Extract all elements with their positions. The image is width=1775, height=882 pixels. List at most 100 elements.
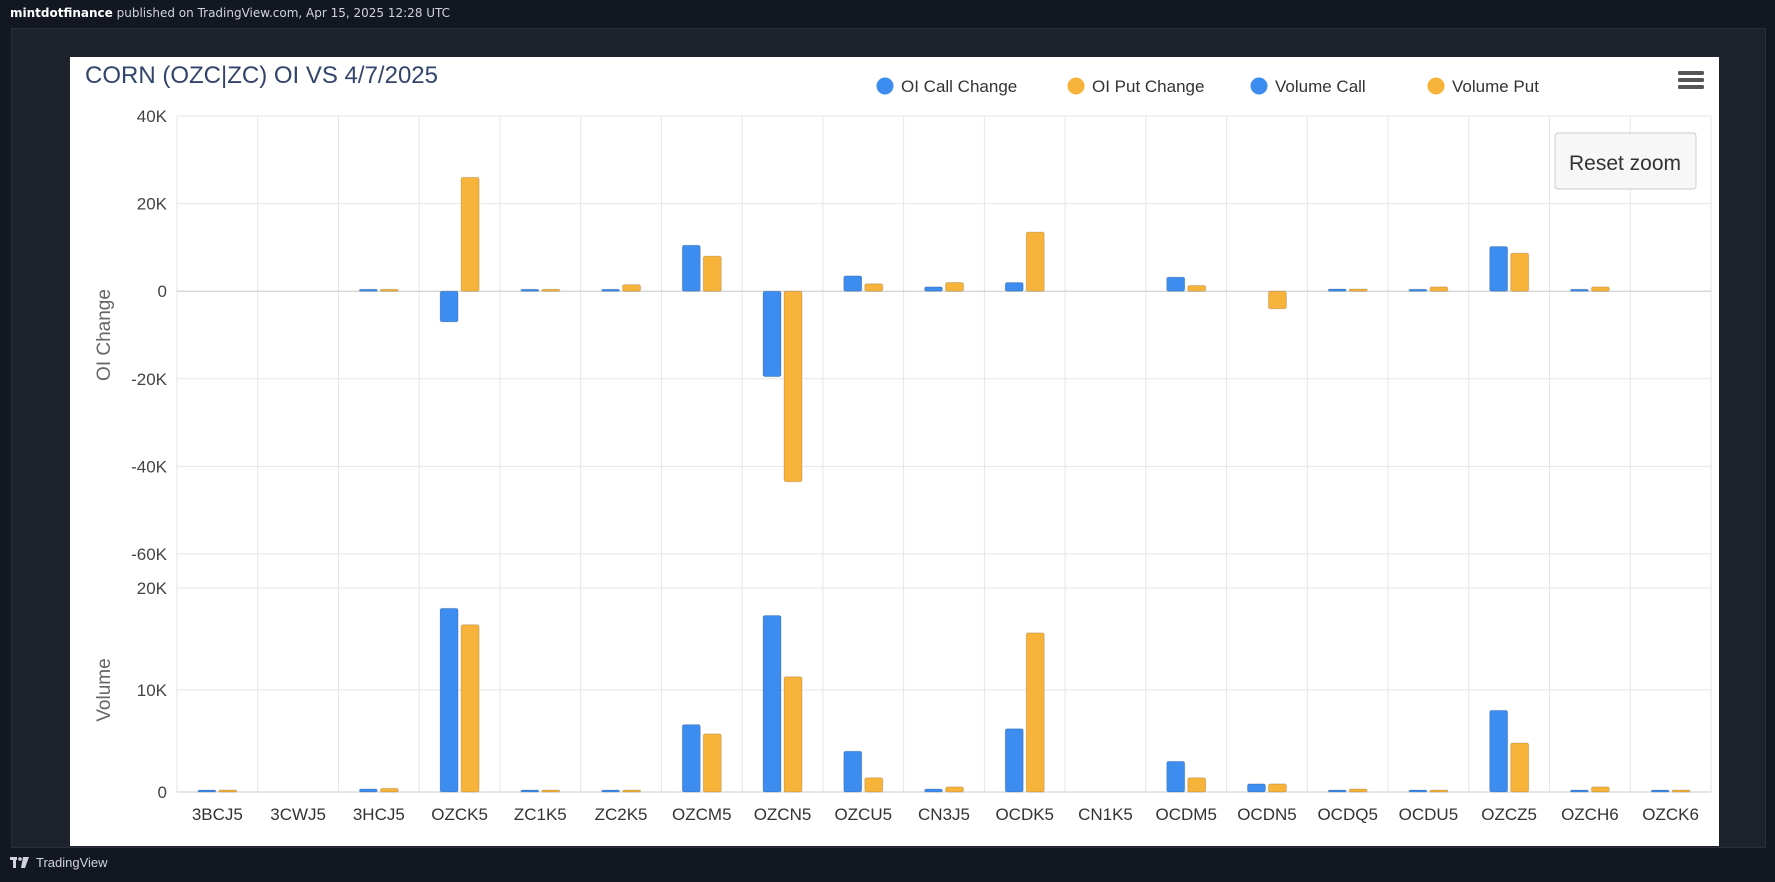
bar-oi-put-change[interactable] (1267, 290, 1287, 310)
y-tick-label: -20K (131, 370, 168, 389)
bar-oi-call-change[interactable] (762, 290, 782, 378)
bar-oi-put-change[interactable] (945, 281, 964, 292)
bar-oi-put-change[interactable] (1510, 252, 1530, 292)
bar-oi-call-change[interactable] (439, 290, 459, 323)
bar-volume-call[interactable] (601, 789, 621, 793)
bar-volume-call[interactable] (843, 750, 863, 793)
bar-volume-put[interactable] (460, 624, 480, 793)
bar-volume-put[interactable] (541, 789, 561, 793)
bar-volume-put[interactable] (783, 676, 803, 793)
bar-oi-put-change[interactable] (460, 176, 480, 292)
bar-volume-put[interactable] (702, 733, 722, 793)
bar-oi-put-change[interactable] (1348, 288, 1368, 292)
legend-label: Volume Put (1452, 77, 1539, 96)
bar-volume-call[interactable] (1408, 789, 1428, 793)
legend-item-volume-call[interactable]: Volume Call (1250, 77, 1366, 96)
bar-volume-put[interactable] (1025, 632, 1045, 793)
bar-volume-call[interactable] (439, 607, 459, 793)
menu-icon-bar-top (1678, 71, 1704, 75)
bar-volume-call[interactable] (1327, 789, 1347, 793)
menu-button[interactable] (1678, 71, 1704, 89)
x-tick-label: OZCK5 (431, 805, 488, 824)
bar-oi-put-change[interactable] (1187, 285, 1207, 292)
legend-marker (1067, 77, 1085, 95)
menu-icon-bar-bottom (1678, 85, 1704, 89)
y-tick-label: -40K (131, 457, 168, 476)
y-tick-label: 0 (158, 783, 167, 802)
x-tick-label: OCDM5 (1156, 805, 1217, 824)
bar-volume-put[interactable] (1187, 777, 1207, 793)
bar-volume-call[interactable] (1489, 709, 1509, 793)
tradingview-logo-icon[interactable] (10, 856, 30, 869)
bar-oi-call-change[interactable] (1166, 276, 1186, 292)
bar-volume-call[interactable] (1650, 789, 1670, 793)
bar-oi-put-change[interactable] (1429, 286, 1449, 292)
reset-zoom-button-bg (1554, 132, 1697, 190)
y-tick-label: 20K (137, 579, 168, 598)
bar-layer (197, 176, 1691, 793)
grid-layer (176, 115, 1712, 793)
bar-volume-call[interactable] (1569, 789, 1589, 793)
bar-oi-call-change[interactable] (1489, 246, 1509, 292)
bar-oi-call-change[interactable] (1408, 288, 1428, 292)
tradingview-brand[interactable]: TradingView (36, 855, 108, 870)
y-tick-label: -60K (131, 545, 168, 564)
bar-oi-call-change[interactable] (1569, 288, 1589, 292)
bar-oi-put-change[interactable] (622, 284, 642, 292)
bar-volume-call[interactable] (924, 788, 943, 793)
bar-oi-put-change[interactable] (1025, 231, 1045, 292)
legend-marker (1250, 77, 1268, 95)
bar-oi-put-change[interactable] (702, 255, 722, 292)
bar-volume-call[interactable] (358, 788, 378, 793)
bar-volume-put[interactable] (1510, 742, 1530, 793)
bar-volume-put[interactable] (864, 777, 884, 793)
bar-volume-put[interactable] (1348, 788, 1368, 793)
bar-volume-put[interactable] (945, 786, 964, 793)
publisher-name[interactable]: mintdotfinance (10, 6, 113, 20)
bar-volume-put[interactable] (379, 787, 399, 793)
tradingview-footer: TradingView (10, 855, 108, 870)
bar-oi-call-change[interactable] (1004, 281, 1024, 292)
bar-volume-put[interactable] (1671, 789, 1691, 793)
x-tick-label: CN3J5 (918, 805, 970, 824)
bar-volume-call[interactable] (520, 789, 540, 793)
legend-item-volume-put[interactable]: Volume Put (1427, 77, 1540, 96)
reset-zoom-label: Reset zoom (1569, 152, 1681, 175)
bar-volume-put[interactable] (1590, 786, 1610, 793)
bar-oi-call-change[interactable] (681, 244, 701, 292)
bar-volume-call[interactable] (1246, 783, 1266, 793)
bar-oi-put-change[interactable] (541, 288, 561, 292)
bar-oi-put-change[interactable] (864, 283, 884, 292)
reset-zoom-button[interactable]: Reset zoom (1554, 132, 1697, 190)
chart-card: 40K 20K 0 -20K -40K -60K OI Change 20K 10K 0 Volum… (70, 57, 1719, 846)
x-tick-label: OZCZ5 (1481, 805, 1537, 824)
bar-volume-put[interactable] (218, 789, 238, 793)
bar-volume-call[interactable] (1004, 728, 1024, 793)
bar-oi-call-change[interactable] (601, 288, 621, 292)
menu-icon-bar-middle (1678, 78, 1704, 82)
bar-oi-call-change[interactable] (1327, 288, 1347, 292)
bar-oi-put-change[interactable] (783, 290, 803, 483)
bar-oi-call-change[interactable] (520, 288, 540, 292)
bar-oi-put-change[interactable] (379, 288, 399, 292)
x-tick-label: 3CWJ5 (270, 805, 326, 824)
legend-item-oi-call-change[interactable]: OI Call Change (876, 77, 1018, 96)
x-tick-label: OZCN5 (754, 805, 812, 824)
bar-oi-call-change[interactable] (843, 275, 863, 292)
bar-volume-put[interactable] (1267, 783, 1287, 793)
bar-volume-call[interactable] (762, 615, 782, 793)
publish-details: published on TradingView.com, Apr 15, 20… (116, 6, 451, 20)
bar-volume-call[interactable] (681, 724, 701, 793)
bar-oi-put-change[interactable] (1590, 286, 1610, 292)
y-tick-label: 40K (137, 107, 168, 126)
bar-volume-call[interactable] (197, 789, 217, 793)
bar-volume-call[interactable] (1166, 760, 1186, 793)
y-axis-label: Volume (94, 658, 115, 721)
bar-volume-put[interactable] (622, 789, 642, 793)
bar-volume-put[interactable] (1429, 789, 1449, 793)
bar-oi-call-change[interactable] (924, 286, 943, 292)
x-tick-label: OZCK6 (1642, 805, 1699, 824)
y-tick-label: 10K (137, 681, 168, 700)
legend-item-oi-put-change[interactable]: OI Put Change (1067, 77, 1205, 96)
bar-oi-call-change[interactable] (358, 288, 378, 292)
